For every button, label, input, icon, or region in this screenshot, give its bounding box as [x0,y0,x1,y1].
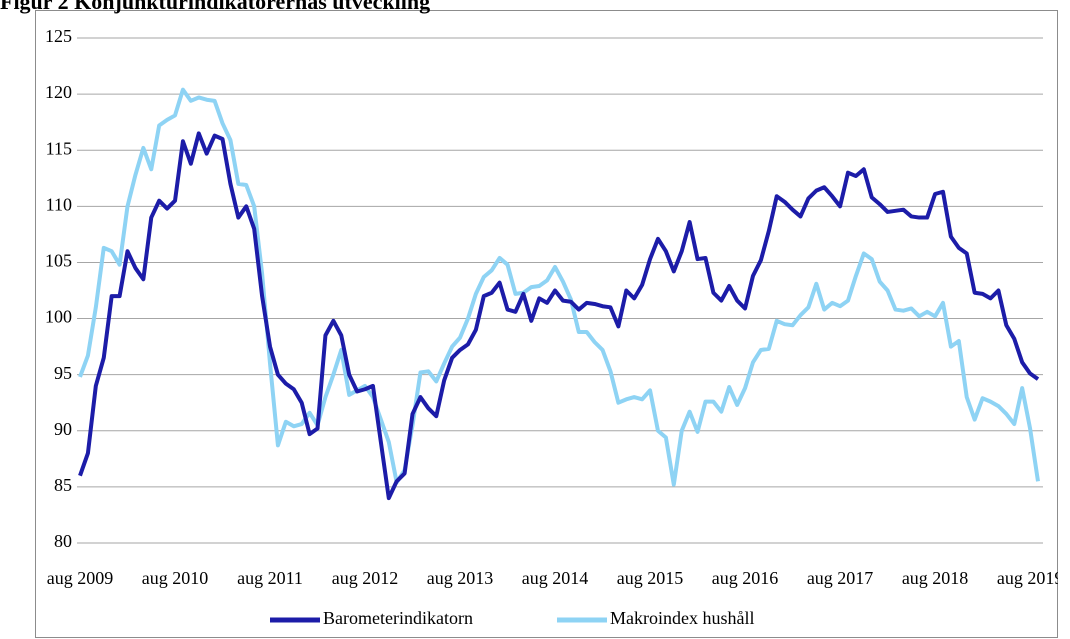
chart-frame [35,10,1058,638]
x-tick-label: aug 2016 [712,568,779,588]
x-tick-label: aug 2009 [47,568,114,588]
y-tick-label: 120 [45,82,72,102]
y-tick-label: 85 [54,475,72,495]
y-tick-label: 80 [54,531,72,551]
series-line [78,87,1040,487]
y-tick-label: 105 [45,251,72,271]
series-line [78,131,1040,501]
x-tick-label: aug 2019 [997,568,1064,588]
x-tick-label: aug 2013 [427,568,494,588]
chart-title: Figur 2 Konjunkturindikatorernas utveckl… [0,0,430,14]
x-tick-label: aug 2014 [522,568,589,588]
legend-label: Barometerindikatorn [323,608,473,628]
x-tick-label: aug 2012 [332,568,399,588]
y-tick-label: 90 [54,419,72,439]
title-backdrop [0,0,640,10]
x-tick-label: aug 2011 [237,568,303,588]
y-tick-label: 115 [46,138,72,158]
plot: 80 85 90 95 100 105 110 115 120 125 aug 2009 aug 20… [45,26,1064,588]
y-tick-label: 95 [54,363,72,383]
y-tick-label: 100 [45,307,72,327]
x-tick-label: aug 2018 [902,568,969,588]
legend-label: Makroindex hushåll [610,608,754,628]
x-tick-label: aug 2015 [617,568,684,588]
x-tick-label: aug 2017 [807,568,874,588]
y-tick-label: 110 [46,194,72,214]
x-tick-label: aug 2010 [142,568,209,588]
y-tick-label: 125 [45,26,72,46]
